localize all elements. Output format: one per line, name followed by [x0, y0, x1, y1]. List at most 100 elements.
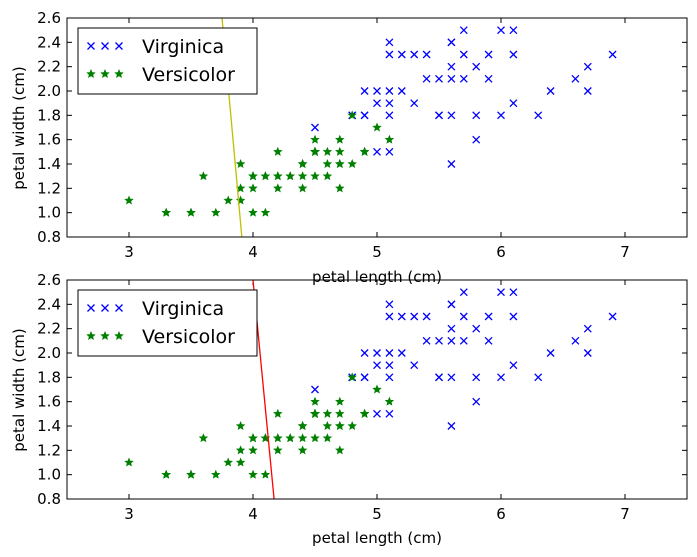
virginica-point: [472, 397, 481, 406]
x-tick-label: 6: [496, 505, 506, 523]
x-axis-label: petal length (cm): [312, 268, 442, 286]
y-axis-label: petal width (cm): [10, 66, 28, 189]
versicolor-point: [235, 421, 246, 431]
versicolor-point: [248, 433, 258, 443]
virginica-point: [410, 312, 419, 321]
virginica-point: [373, 87, 381, 95]
virginica-point: [410, 50, 419, 59]
versicolor-point: [310, 171, 320, 181]
versicolor-point: [273, 433, 283, 443]
virginica-point: [459, 50, 468, 59]
legend-marker-x: [101, 42, 109, 50]
virginica-point: [447, 300, 456, 309]
virginica-point: [546, 87, 555, 95]
virginica-point: [373, 361, 381, 370]
versicolor-point: [235, 445, 246, 455]
legend-label: Virginica: [142, 298, 224, 320]
virginica-point: [534, 111, 543, 120]
x-tick-label: 5: [372, 243, 382, 261]
virginica-point: [360, 87, 369, 95]
virginica-point: [385, 87, 394, 95]
versicolor-point: [248, 171, 258, 181]
virginica-point: [459, 312, 468, 321]
axes-frame: [66, 279, 688, 500]
virginica-point: [484, 50, 493, 59]
versicolor-point: [223, 195, 233, 205]
legend-label: Virginica: [142, 36, 224, 58]
virginica-point: [385, 312, 394, 321]
versicolor-point: [322, 421, 333, 431]
virginica-point: [459, 26, 468, 35]
virginica-point: [447, 324, 456, 333]
y-tick-label: 1.4: [37, 417, 61, 435]
versicolor-point: [310, 408, 320, 418]
versicolor-point: [335, 183, 345, 193]
virginica-point: [422, 312, 431, 321]
virginica-point: [435, 336, 443, 345]
virginica-point: [385, 373, 394, 382]
y-tick-label: 1.8: [37, 106, 61, 124]
versicolor-point: [359, 146, 370, 156]
versicolor-point: [260, 171, 271, 181]
legend-marker-x: [115, 304, 123, 312]
virginica-point: [360, 111, 369, 120]
versicolor-point: [359, 408, 370, 418]
y-axis-label: petal width (cm): [10, 328, 28, 451]
legend-marker-x: [87, 42, 95, 50]
virginica-point: [583, 87, 592, 95]
versicolor-point: [322, 171, 333, 181]
x-axis-label: petal length (cm): [312, 529, 442, 547]
versicolor-point: [335, 396, 345, 406]
virginica-point: [311, 123, 319, 132]
versicolor-point: [260, 469, 271, 479]
versicolor-point: [124, 195, 134, 205]
versicolor-point: [223, 457, 233, 467]
versicolor-point: [285, 433, 295, 443]
virginica-point: [583, 324, 592, 333]
versicolor-point: [322, 433, 333, 443]
legend-box: [77, 27, 258, 95]
virginica-point: [373, 99, 381, 108]
data-points: [124, 288, 617, 479]
legend-marker-star: [100, 331, 110, 341]
versicolor-point: [124, 457, 134, 467]
versicolor-point: [248, 469, 258, 479]
virginica-point: [583, 62, 592, 71]
versicolor-point: [161, 207, 171, 217]
versicolor-point: [310, 396, 320, 406]
virginica-point: [397, 349, 406, 357]
y-tick-label: 2.4: [37, 295, 61, 313]
virginica-point: [385, 50, 394, 59]
y-tick-label: 2.6: [37, 271, 61, 289]
versicolor-point: [384, 396, 395, 406]
virginica-point: [447, 62, 456, 71]
versicolor-point: [372, 384, 382, 394]
versicolor-point: [297, 433, 308, 443]
virginica-point: [497, 111, 505, 120]
y-tick-label: 1.8: [37, 368, 61, 386]
virginica-point: [509, 26, 518, 35]
y-tick-label: 0.8: [37, 228, 61, 246]
x-tick-label: 4: [248, 243, 258, 261]
bottom-scatter-plot: petal length (cm) petal width (cm) 3 4 5 6 7…: [10, 271, 688, 547]
virginica-point: [447, 160, 456, 168]
virginica-point: [422, 336, 431, 345]
virginica-point: [410, 99, 419, 108]
versicolor-point: [297, 171, 308, 181]
legend-marker-x: [101, 304, 109, 312]
versicolor-point: [248, 183, 258, 193]
versicolor-point: [322, 146, 333, 156]
virginica-point: [509, 99, 518, 108]
virginica-point: [472, 135, 481, 144]
y-tick-label: 2.0: [37, 82, 61, 100]
versicolor-point: [273, 408, 283, 418]
versicolor-point: [335, 408, 345, 418]
y-tick-label: 1.6: [37, 393, 61, 411]
versicolor-point: [211, 207, 221, 217]
virginica-point: [435, 74, 443, 83]
virginica-point: [459, 336, 468, 345]
virginica-point: [497, 26, 505, 35]
versicolor-point: [297, 445, 308, 455]
y-tick-label: 1.0: [37, 204, 61, 222]
versicolor-point: [347, 372, 357, 382]
